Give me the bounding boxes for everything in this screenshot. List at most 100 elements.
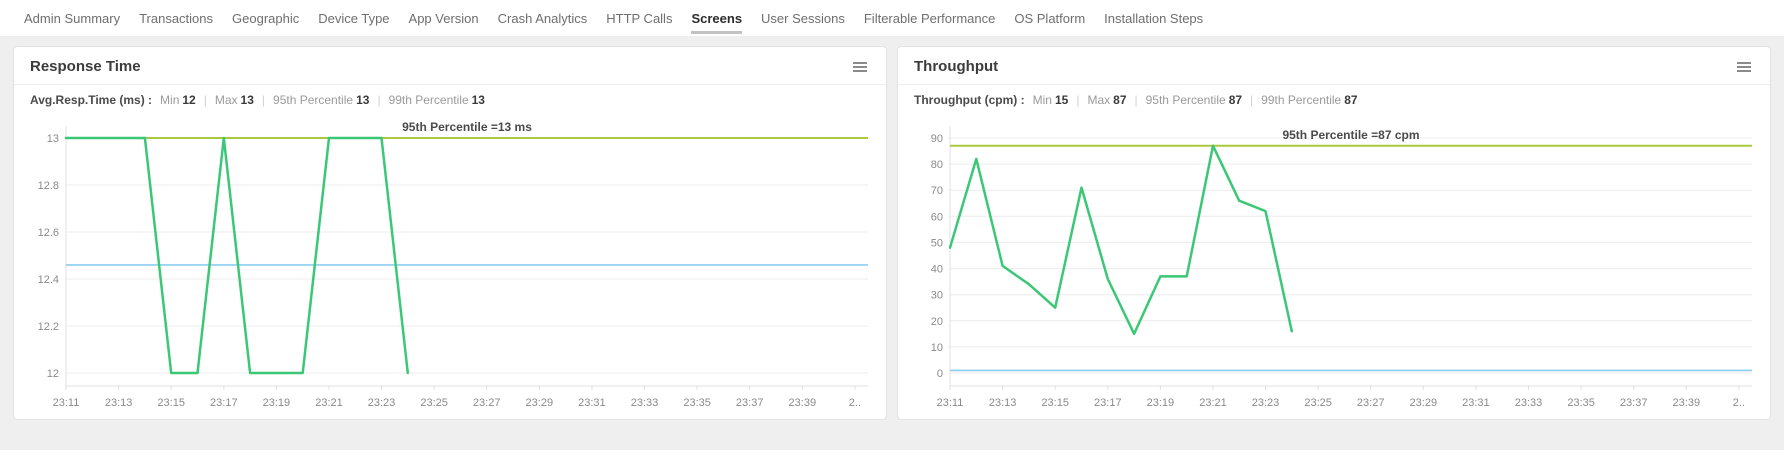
svg-text:12: 12 (47, 368, 59, 380)
stat-value: 87 (1113, 93, 1127, 107)
nav-tab-filterable-performance[interactable]: Filterable Performance (863, 10, 996, 26)
svg-text:23:39: 23:39 (1673, 397, 1701, 409)
svg-text:80: 80 (931, 159, 943, 171)
svg-text:13: 13 (47, 133, 59, 145)
stat-separator: | (1076, 93, 1080, 107)
svg-text:95th Percentile =87 cpm: 95th Percentile =87 cpm (1282, 128, 1419, 142)
nav-tab-crash-analytics[interactable]: Crash Analytics (497, 10, 588, 26)
svg-text:90: 90 (931, 133, 943, 145)
svg-text:23:29: 23:29 (1410, 397, 1438, 409)
chart-menu-button[interactable] (1734, 59, 1754, 75)
svg-text:23:35: 23:35 (683, 397, 711, 409)
stat-value: 87 (1228, 93, 1243, 107)
svg-text:23:35: 23:35 (1567, 397, 1595, 409)
top-nav: Admin Summary Transactions Geographic Devic… (0, 0, 1784, 36)
svg-text:10: 10 (931, 342, 943, 354)
svg-text:23:21: 23:21 (315, 397, 343, 409)
stat-label: Min (160, 93, 180, 107)
svg-text:23:17: 23:17 (210, 397, 238, 409)
nav-tab-device-type[interactable]: Device Type (318, 10, 390, 26)
svg-text:23:37: 23:37 (736, 397, 764, 409)
stat-separator: | (1250, 93, 1254, 107)
dashboard: Response Time Avg.Resp.Time (ms) : Min 12… (0, 36, 1784, 420)
svg-text:23:39: 23:39 (789, 397, 817, 409)
svg-text:0: 0 (937, 368, 943, 380)
nav-tab-http-calls[interactable]: HTTP Calls (606, 10, 673, 26)
stat-value: 13 (240, 93, 254, 107)
svg-text:23:15: 23:15 (1041, 397, 1069, 409)
svg-text:23:23: 23:23 (368, 397, 396, 409)
svg-text:23:17: 23:17 (1094, 397, 1122, 409)
stat-value: 87 (1344, 93, 1358, 107)
stat-label: Max (214, 93, 238, 107)
stat-separator: | (203, 93, 207, 107)
svg-text:23:19: 23:19 (263, 397, 291, 409)
stat-separator: | (1134, 93, 1138, 107)
nav-tab-installation-steps[interactable]: Installation Steps (1104, 10, 1204, 26)
metric-label: Avg.Resp.Time (ms) : (30, 93, 153, 107)
stats-row: Throughput (cpm) : Min 15 | Max 87 | 95th Perc… (898, 85, 1770, 107)
svg-text:23:27: 23:27 (1357, 397, 1385, 409)
nav-tab-user-sessions[interactable]: User Sessions (761, 10, 845, 26)
svg-text:23:15: 23:15 (157, 397, 185, 409)
svg-text:23:33: 23:33 (1515, 397, 1543, 409)
stat-value: 13 (471, 93, 485, 107)
nav-tab-geographic[interactable]: Geographic (232, 10, 300, 26)
svg-text:23:31: 23:31 (1462, 397, 1490, 409)
stat-label: 95th Percentile (1145, 93, 1226, 107)
stats-row: Avg.Resp.Time (ms) : Min 12 | Max 13 | 95th Pe… (14, 85, 886, 107)
hamburger-menu-icon (1737, 61, 1751, 64)
svg-text:23:13: 23:13 (105, 397, 133, 409)
card-header: Throughput (898, 47, 1770, 85)
svg-text:23:21: 23:21 (1199, 397, 1227, 409)
stat-separator: | (377, 93, 381, 107)
stat-value: 13 (356, 93, 370, 107)
stat-label: 99th Percentile (1261, 93, 1342, 107)
stat-label: 99th Percentile (388, 93, 469, 107)
svg-text:23:11: 23:11 (53, 397, 80, 409)
stat-value: 12 (182, 93, 196, 107)
response-time-chart[interactable]: 13 12.8 12.6 12.4 12.2 12 23:11 23:13 23:15 23:17… (22, 111, 878, 411)
svg-text:50: 50 (931, 237, 943, 249)
chart-area: 13 12.8 12.6 12.4 12.2 12 23:11 23:13 23:15 23:17… (14, 107, 886, 419)
card-title: Response Time (30, 58, 141, 75)
svg-text:30: 30 (931, 290, 943, 302)
svg-text:12.2: 12.2 (38, 321, 59, 333)
nav-tab-os-platform[interactable]: OS Platform (1014, 10, 1086, 26)
stat-separator: | (261, 93, 266, 107)
stat-value: 15 (1054, 93, 1069, 107)
chart-menu-button[interactable] (850, 59, 870, 75)
stat-label: 95th Percentile (273, 93, 354, 107)
svg-text:2..: 2.. (1733, 397, 1745, 409)
svg-text:23:27: 23:27 (473, 397, 501, 409)
svg-text:23:31: 23:31 (578, 397, 606, 409)
throughput-card: Throughput Throughput (cpm) : Min 15 | Max 8… (897, 46, 1771, 420)
stat-label: Min (1032, 93, 1052, 107)
svg-text:23:13: 23:13 (989, 397, 1017, 409)
svg-text:23:37: 23:37 (1620, 397, 1648, 409)
svg-text:12.6: 12.6 (38, 227, 59, 239)
svg-text:23:29: 23:29 (526, 397, 554, 409)
card-header: Response Time (14, 47, 886, 85)
hamburger-menu-icon (853, 61, 867, 64)
nav-tab-transactions[interactable]: Transactions (139, 10, 214, 26)
stat-label: Max (1087, 93, 1111, 107)
chart-area: 90 80 70 60 50 40 30 20 10 0 23:11 23:13 23:15 23:17 2… (898, 107, 1770, 419)
nav-tab-admin-summary[interactable]: Admin Summary (24, 10, 121, 26)
card-title: Throughput (914, 58, 999, 75)
svg-text:20: 20 (931, 316, 943, 328)
nav-tab-screens[interactable]: Screens (691, 0, 742, 36)
svg-text:40: 40 (931, 264, 943, 276)
svg-text:23:25: 23:25 (420, 397, 448, 409)
svg-text:70: 70 (931, 185, 943, 197)
metric-label: Throughput (cpm) : (914, 93, 1025, 107)
svg-text:2..: 2.. (849, 397, 861, 409)
throughput-chart[interactable]: 90 80 70 60 50 40 30 20 10 0 23:11 23:13 23:15 23:17 2… (906, 111, 1762, 411)
svg-text:95th Percentile =13 ms: 95th Percentile =13 ms (402, 120, 532, 134)
response-time-card: Response Time Avg.Resp.Time (ms) : Min 12… (13, 46, 887, 420)
svg-text:23:19: 23:19 (1147, 397, 1175, 409)
svg-text:23:11: 23:11 (937, 397, 964, 409)
svg-text:60: 60 (931, 211, 943, 223)
nav-tab-app-version[interactable]: App Version (408, 10, 479, 26)
